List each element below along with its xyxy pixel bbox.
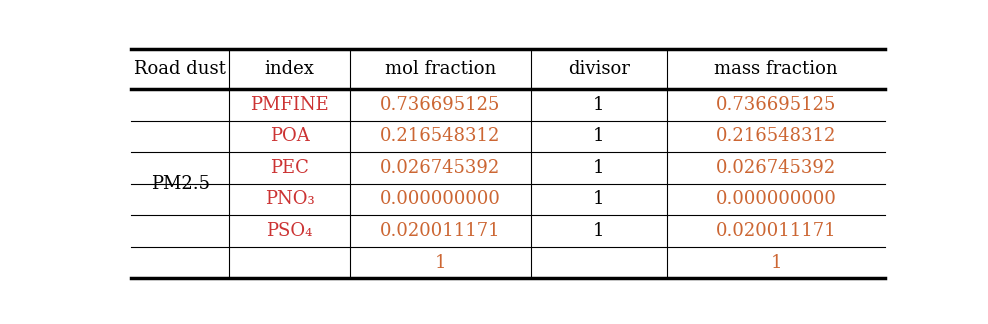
Text: 1: 1 xyxy=(771,254,782,272)
Text: 0.216548312: 0.216548312 xyxy=(380,127,501,145)
Text: 1: 1 xyxy=(593,159,605,177)
Text: PSO₄: PSO₄ xyxy=(267,222,313,240)
Text: 0.020011171: 0.020011171 xyxy=(380,222,501,240)
Text: mol fraction: mol fraction xyxy=(384,60,496,78)
Text: PMFINE: PMFINE xyxy=(250,96,329,114)
Text: 0.026745392: 0.026745392 xyxy=(380,159,501,177)
Text: 1: 1 xyxy=(593,191,605,208)
Text: Road dust: Road dust xyxy=(134,60,226,78)
Text: 0.736695125: 0.736695125 xyxy=(716,96,836,114)
Text: 1: 1 xyxy=(593,96,605,114)
Text: PEC: PEC xyxy=(270,159,309,177)
Text: PNO₃: PNO₃ xyxy=(265,191,314,208)
Text: divisor: divisor xyxy=(568,60,629,78)
Text: 1: 1 xyxy=(593,222,605,240)
Text: 1: 1 xyxy=(593,127,605,145)
Text: POA: POA xyxy=(270,127,309,145)
Text: 0.000000000: 0.000000000 xyxy=(380,191,501,208)
Text: 0.020011171: 0.020011171 xyxy=(715,222,836,240)
Text: mass fraction: mass fraction xyxy=(714,60,838,78)
Text: index: index xyxy=(265,60,314,78)
Text: 0.026745392: 0.026745392 xyxy=(716,159,836,177)
Text: 0.000000000: 0.000000000 xyxy=(715,191,837,208)
Text: 0.216548312: 0.216548312 xyxy=(716,127,836,145)
Text: 1: 1 xyxy=(435,254,447,272)
Text: PM2.5: PM2.5 xyxy=(151,175,209,193)
Text: 0.736695125: 0.736695125 xyxy=(380,96,501,114)
